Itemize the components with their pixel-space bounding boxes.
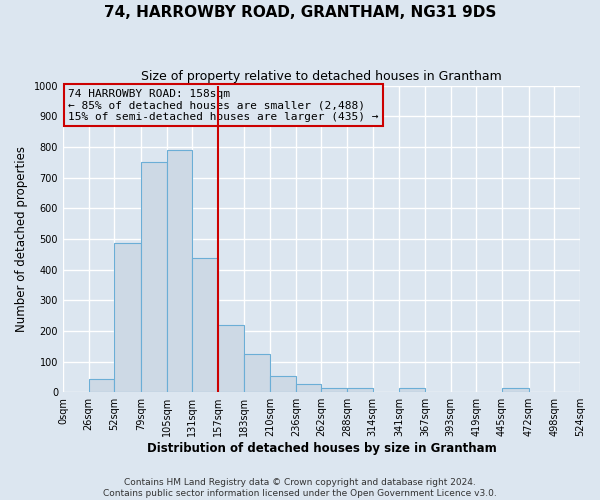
- Text: Contains HM Land Registry data © Crown copyright and database right 2024.
Contai: Contains HM Land Registry data © Crown c…: [103, 478, 497, 498]
- Bar: [192, 258, 218, 392]
- Bar: [400, 388, 425, 392]
- Bar: [347, 388, 373, 392]
- Bar: [296, 384, 322, 392]
- Text: 74 HARROWBY ROAD: 158sqm
← 85% of detached houses are smaller (2,488)
15% of sem: 74 HARROWBY ROAD: 158sqm ← 85% of detach…: [68, 88, 379, 122]
- Bar: [244, 354, 270, 392]
- Title: Size of property relative to detached houses in Grantham: Size of property relative to detached ho…: [141, 70, 502, 83]
- Bar: [270, 376, 296, 392]
- Bar: [114, 244, 141, 392]
- Bar: [218, 324, 244, 392]
- Bar: [167, 150, 192, 392]
- Text: 74, HARROWBY ROAD, GRANTHAM, NG31 9DS: 74, HARROWBY ROAD, GRANTHAM, NG31 9DS: [104, 5, 496, 20]
- X-axis label: Distribution of detached houses by size in Grantham: Distribution of detached houses by size …: [146, 442, 496, 455]
- Bar: [141, 162, 167, 392]
- Y-axis label: Number of detached properties: Number of detached properties: [15, 146, 28, 332]
- Bar: [89, 379, 114, 392]
- Bar: [502, 388, 529, 392]
- Bar: [322, 388, 347, 392]
